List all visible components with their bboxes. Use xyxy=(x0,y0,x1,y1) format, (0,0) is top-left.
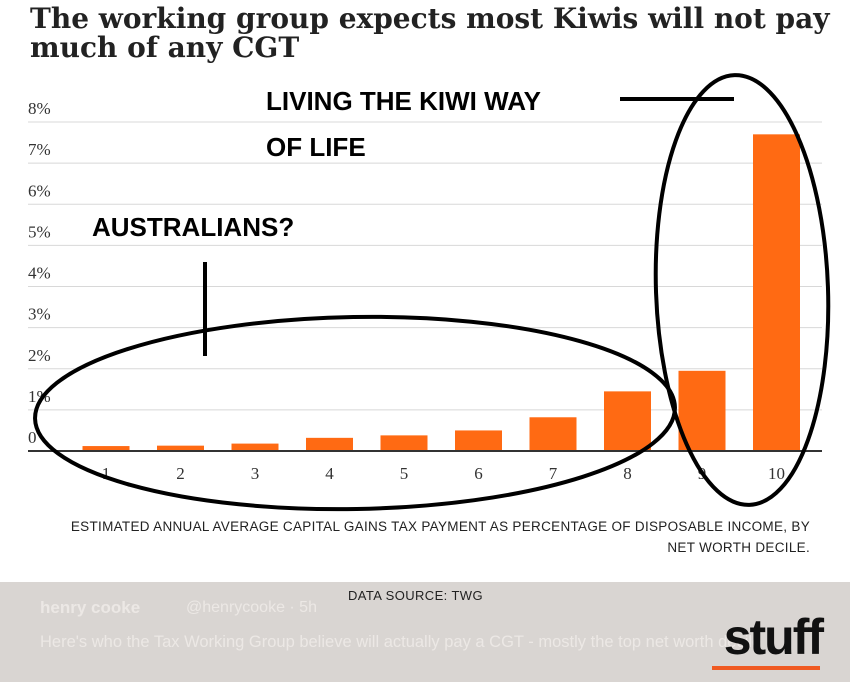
x-tick-label: 10 xyxy=(768,464,785,483)
gridlines xyxy=(28,121,822,411)
bar-decile-10 xyxy=(753,134,800,451)
y-tick-label: 3% xyxy=(28,305,51,324)
y-tick-label: 4% xyxy=(28,264,51,283)
bar-decile-3 xyxy=(231,443,279,451)
x-tick-label: 1 xyxy=(102,464,111,483)
annotation-ellipse-top-deciles xyxy=(653,73,831,507)
x-tick-label: 8 xyxy=(623,464,632,483)
x-tick-label: 6 xyxy=(474,464,483,483)
bar-decile-8 xyxy=(604,391,651,451)
x-axis-tick-labels: 1 2 3 4 5 6 7 8 9 10 xyxy=(102,464,785,483)
annotation-text-kiwi-2: OF LIFE xyxy=(266,132,366,162)
x-tick-label: 5 xyxy=(400,464,409,483)
stuff-logo: stuff xyxy=(723,609,824,665)
y-tick-label: 8% xyxy=(28,99,51,118)
tweet-text: Here's who the Tax Working Group believe… xyxy=(40,633,762,651)
y-axis-tick-labels: 01%2%3%4%5%6%7%8% xyxy=(28,99,51,447)
annotation-ellipse-low-deciles xyxy=(33,314,677,512)
chart-title: The working group expects most Kiwis wil… xyxy=(30,2,830,64)
x-tick-label: 7 xyxy=(549,464,558,483)
bar-decile-4 xyxy=(306,437,353,451)
annotations xyxy=(33,73,831,512)
bars xyxy=(82,134,800,451)
tweet-overlay-footer: henry cooke @henrycooke · 5h DATA SOURCE… xyxy=(0,582,850,682)
tweet-author-handle[interactable]: @henrycooke · 5h xyxy=(186,599,317,616)
stuff-logo-underline xyxy=(712,666,820,670)
bar-decile-7 xyxy=(529,417,577,451)
bar-decile-2 xyxy=(157,445,204,451)
y-tick-label: 5% xyxy=(28,222,51,241)
y-tick-label: 7% xyxy=(28,140,51,159)
data-source-label: DATA SOURCE: TWG xyxy=(348,588,483,603)
x-tick-label: 2 xyxy=(176,464,185,483)
annotation-text-australians: AUSTRALIANS? xyxy=(92,212,294,242)
bar-decile-9 xyxy=(678,370,726,451)
bar-chart: 01%2%3%4%5%6%7%8% 1 2 3 4 5 6 7 8 9 10 LIVING THE… xyxy=(28,73,831,512)
x-tick-label: 3 xyxy=(251,464,260,483)
bar-decile-1 xyxy=(82,446,130,451)
annotation-text-kiwi-1: LIVING THE KIWI WAY xyxy=(266,86,541,116)
y-tick-label: 2% xyxy=(28,346,51,365)
tweet-author-name[interactable]: henry cooke xyxy=(40,598,141,617)
bar-decile-6 xyxy=(455,430,502,451)
bar-decile-5 xyxy=(380,435,428,451)
y-tick-label: 0 xyxy=(28,428,37,447)
x-axis-caption: ESTIMATED ANNUAL AVERAGE CAPITAL GAINS T… xyxy=(70,519,810,555)
y-tick-label: 6% xyxy=(28,181,51,200)
x-tick-label: 4 xyxy=(325,464,334,483)
